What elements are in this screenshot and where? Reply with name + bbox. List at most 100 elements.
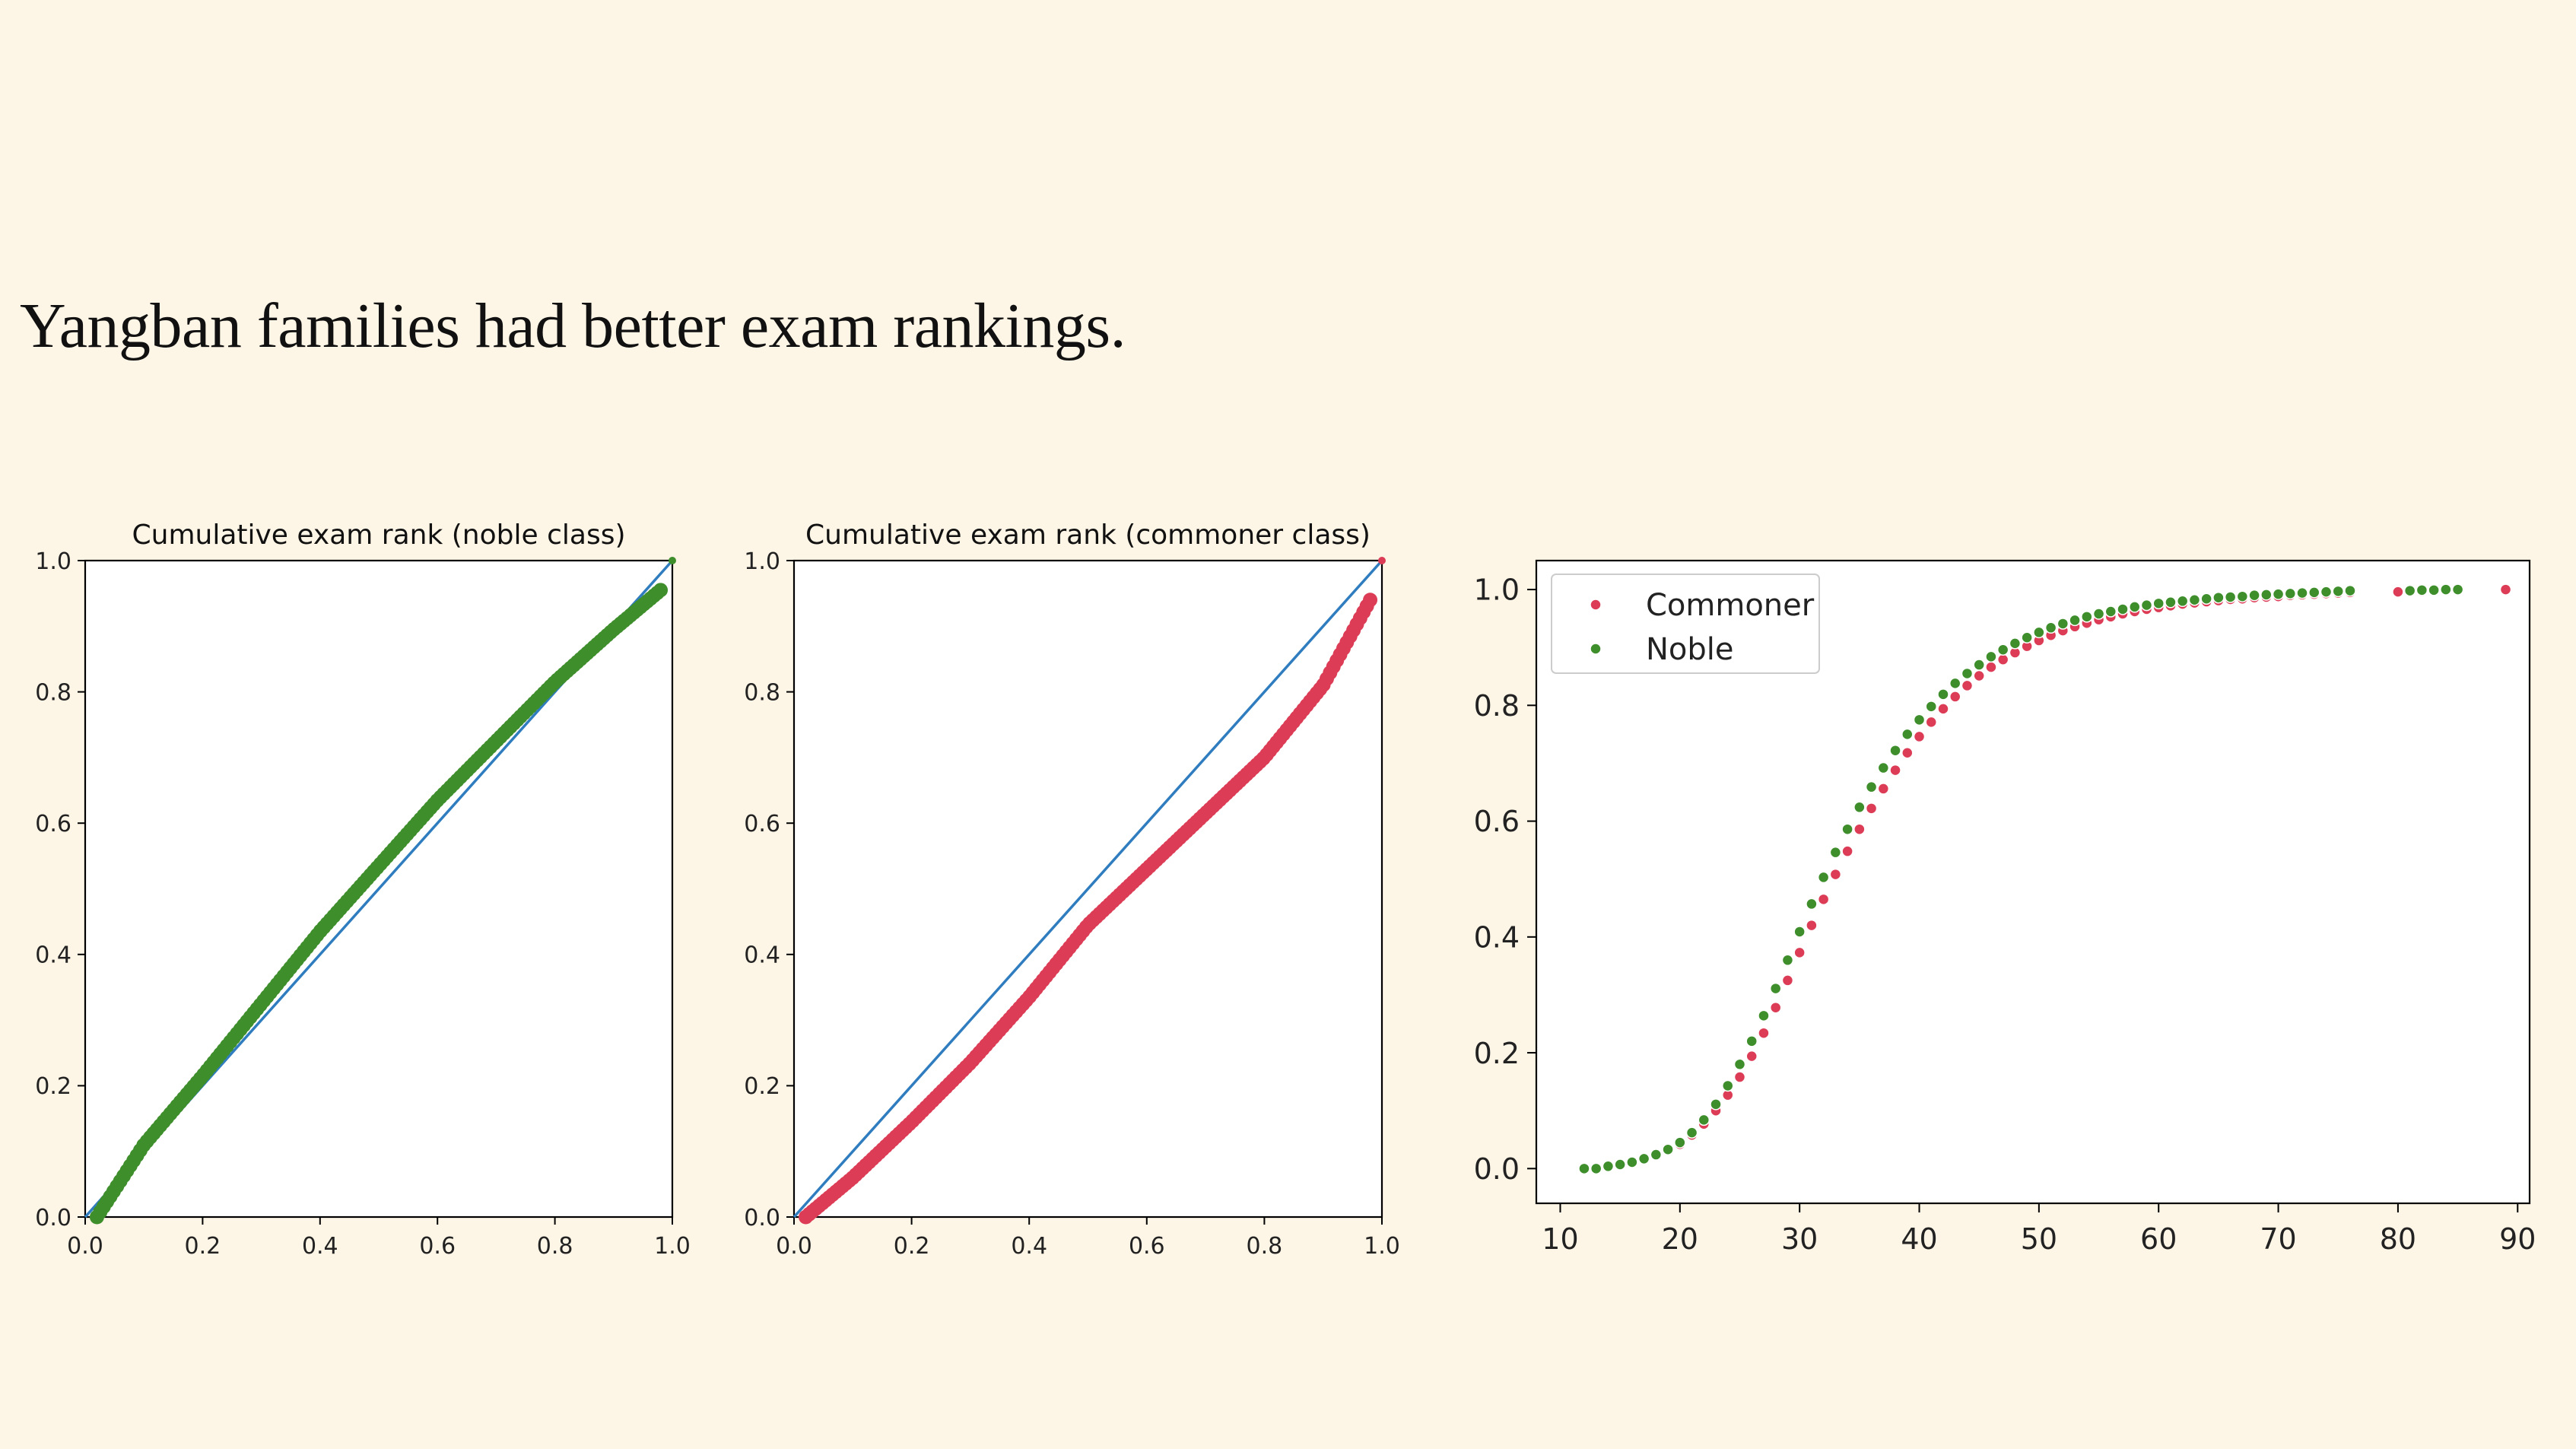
data-point <box>1949 677 1961 690</box>
data-point <box>2069 614 2081 627</box>
data-point <box>2165 596 2177 609</box>
data-point <box>1733 1058 1746 1071</box>
data-point <box>1637 1152 1650 1165</box>
chart-noble-class: Cumulative exam rank (noble class) 0.0 0.2… <box>35 520 691 1260</box>
data-point <box>1925 716 1938 729</box>
data-point <box>2272 588 2285 600</box>
data-point <box>2200 593 2212 605</box>
data-point <box>669 557 676 564</box>
data-point <box>2140 599 2153 612</box>
data-point <box>2320 586 2333 598</box>
x-tick-label: 20 <box>1662 1222 1698 1256</box>
data-point <box>1889 744 1901 757</box>
legend-marker <box>1590 643 1602 655</box>
data-point <box>1698 1114 1710 1126</box>
data-point <box>2344 584 2356 597</box>
data-point <box>2248 589 2260 602</box>
data-point <box>2284 587 2297 600</box>
legend-label: Commoner <box>1646 588 1815 623</box>
data-point <box>1961 679 1974 692</box>
data-point <box>2296 586 2308 599</box>
data-point <box>1985 650 1997 663</box>
x-tick-label: 40 <box>1901 1222 1937 1256</box>
data-point <box>2451 583 2464 596</box>
x-tick-label: 1.0 <box>654 1233 691 1260</box>
data-point <box>1758 1027 1770 1039</box>
data-point <box>1949 691 1961 703</box>
x-tick-label: 0.8 <box>537 1233 573 1260</box>
data-point <box>1817 871 1830 884</box>
data-point <box>1710 1098 1722 1111</box>
data-point <box>2188 594 2201 606</box>
data-point <box>2128 601 2141 613</box>
x-tick-label: 50 <box>2021 1222 2057 1256</box>
y-tick-label: 0.4 <box>1474 920 1520 954</box>
data-point <box>1781 954 1794 967</box>
y-tick-label: 0.2 <box>35 1073 71 1100</box>
data-point <box>1758 1009 1770 1022</box>
data-point <box>2212 591 2225 604</box>
data-point <box>2176 595 2189 608</box>
y-tick-label: 0.8 <box>1474 689 1520 723</box>
data-point <box>2332 585 2344 598</box>
data-point <box>1578 1162 1590 1175</box>
data-point <box>1865 780 1878 793</box>
data-point <box>1745 1035 1758 1047</box>
x-tick-label: 70 <box>2260 1222 2296 1256</box>
data-point <box>1806 919 1818 932</box>
y-tick-label: 0.6 <box>1474 805 1520 838</box>
data-point <box>1829 868 1842 881</box>
x-tick-label: 0.4 <box>1011 1233 1047 1260</box>
data-point <box>1925 701 1938 713</box>
data-point <box>1806 898 1818 910</box>
chart-commoner-class: Cumulative exam rank (commoner class) 0.0… <box>744 520 1400 1260</box>
data-point <box>1363 593 1378 608</box>
x-tick-label: 10 <box>1542 1222 1578 1256</box>
y-tick-label: 0.6 <box>744 811 780 837</box>
chart-cumulative-distribution: 10 20 30 40 50 60 70 80 90 0.0 0.2 0.4 0.6 0.8 1.0 Comm… <box>1474 559 2536 1256</box>
data-point <box>2308 586 2320 599</box>
data-point <box>1793 946 1806 959</box>
data-point <box>2236 590 2249 602</box>
x-tick-label: 0.6 <box>419 1233 456 1260</box>
data-point <box>1985 661 1997 673</box>
data-point <box>1626 1156 1638 1168</box>
y-tick-label: 0.8 <box>744 679 780 706</box>
legend-label: Noble <box>1646 632 1734 667</box>
data-point <box>2057 618 2069 630</box>
data-point <box>1674 1136 1686 1149</box>
data-point <box>1781 974 1794 987</box>
x-tick-label: 0.8 <box>1247 1233 1283 1260</box>
x-tick-label: 30 <box>1781 1222 1818 1256</box>
x-tick-label: 0.6 <box>1129 1233 1165 1260</box>
y-tick-label: 0.6 <box>35 811 71 837</box>
data-point <box>1913 730 1926 743</box>
data-point <box>2021 631 2033 643</box>
y-tick-label: 1.0 <box>744 548 780 575</box>
reference-diagonal-line <box>792 559 1383 1219</box>
data-point <box>1685 1126 1698 1139</box>
y-tick-label: 0.4 <box>35 942 71 969</box>
legend <box>1551 574 1820 674</box>
data-point <box>2499 583 2512 596</box>
data-point <box>1769 1001 1782 1014</box>
data-point <box>1817 893 1830 906</box>
data-point <box>1614 1158 1626 1171</box>
x-tick-label: 90 <box>2499 1222 2536 1256</box>
data-point <box>2044 621 2057 634</box>
data-point <box>1829 846 1842 859</box>
data-point <box>653 583 669 598</box>
data-point <box>1865 802 1878 815</box>
data-point <box>1877 783 1890 795</box>
data-point <box>1877 761 1890 774</box>
data-point <box>1650 1149 1663 1161</box>
data-point <box>2416 584 2428 596</box>
data-point <box>2092 608 2105 620</box>
y-tick-label: 0.2 <box>744 1073 780 1100</box>
y-tick-label: 0.0 <box>1474 1152 1520 1186</box>
data-point <box>1937 688 1949 701</box>
data-point <box>1961 667 1974 680</box>
x-tick-label: 0.4 <box>302 1233 338 1260</box>
data-point <box>1662 1143 1674 1155</box>
data-point <box>2117 603 2129 615</box>
